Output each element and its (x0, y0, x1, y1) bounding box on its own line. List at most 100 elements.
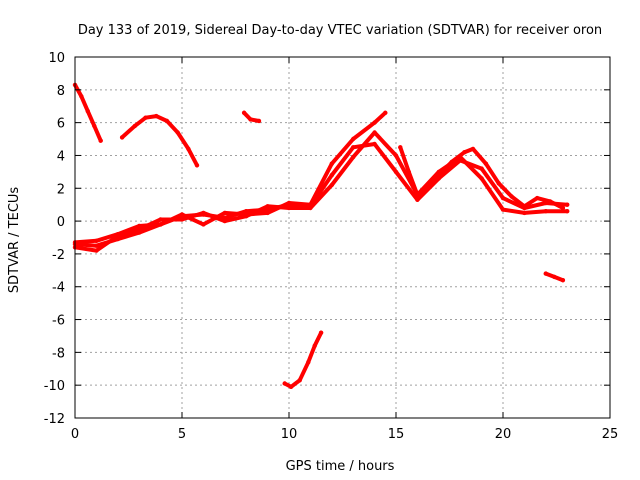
y-tick-label: 10 (48, 51, 65, 66)
data-point (256, 118, 262, 124)
data-point (94, 243, 99, 248)
data-point (158, 222, 163, 227)
data-point (179, 217, 185, 222)
data-point (535, 195, 540, 201)
data-point (79, 94, 84, 99)
y-tick-label: 4 (57, 149, 65, 164)
data-point (154, 113, 159, 119)
data-point (85, 109, 91, 114)
data-point (201, 210, 206, 216)
data-point (244, 209, 249, 214)
data-point (282, 381, 287, 386)
plot-frame (74, 56, 611, 419)
data-point (479, 166, 484, 171)
axis-ticks: 0 5 10 15 20 25 -12 -10 -8 -6 -4 -2 0 2 4 6 8 10 (44, 51, 619, 442)
data-point (265, 204, 270, 209)
data-point (308, 205, 313, 211)
data-point (425, 182, 431, 188)
series-line (73, 130, 570, 253)
y-tick-label: 2 (57, 182, 65, 197)
data-point (393, 153, 399, 158)
data-point (115, 232, 121, 237)
data-point (500, 207, 506, 212)
data-point (94, 238, 99, 243)
data-point (415, 192, 420, 197)
data-point (329, 172, 334, 178)
data-point (288, 384, 294, 389)
data-point (164, 118, 170, 124)
data-point (222, 218, 227, 224)
data-series-layer (72, 82, 570, 389)
data-point (522, 204, 527, 209)
y-tick-label: -6 (52, 314, 65, 329)
data-point (94, 248, 99, 253)
data-point (194, 163, 200, 168)
x-tick-label: 5 (178, 427, 186, 442)
data-point (565, 209, 570, 214)
data-point (329, 182, 334, 188)
y-tick-label: -8 (52, 346, 65, 361)
x-tick-label: 15 (388, 427, 405, 442)
x-tick-label: 0 (71, 427, 79, 442)
data-point (308, 202, 313, 207)
data-point (372, 130, 377, 135)
data-point (393, 169, 399, 175)
data-point (351, 145, 356, 150)
data-point (406, 169, 411, 175)
data-point (201, 222, 206, 227)
data-point (286, 200, 292, 206)
data-point (496, 181, 501, 186)
series-line (73, 110, 388, 245)
data-point (372, 141, 377, 147)
y-tick-label: -2 (52, 248, 65, 263)
data-point (265, 210, 270, 216)
data-point (552, 274, 557, 280)
data-point (186, 146, 191, 152)
data-point (462, 150, 467, 155)
series-arc-03 (241, 110, 262, 124)
data-point (565, 202, 570, 207)
data-point (297, 378, 302, 383)
series-arc-02 (119, 113, 200, 168)
x-tick-label: 25 (602, 427, 619, 442)
data-point (175, 130, 180, 135)
data-point (158, 217, 163, 222)
series-arc-09 (543, 271, 566, 283)
data-point (286, 205, 292, 211)
data-point (500, 195, 506, 201)
y-tick-label: -10 (44, 379, 65, 394)
data-point (318, 330, 324, 335)
data-point (522, 210, 527, 216)
data-point (143, 115, 148, 120)
data-point (98, 138, 103, 143)
x-tick-label: 10 (281, 427, 298, 442)
series-arc-07 (72, 110, 388, 245)
data-point (483, 161, 489, 166)
data-point (509, 194, 514, 199)
data-point (436, 172, 441, 178)
data-point (560, 278, 566, 283)
y-tick-label: 6 (57, 117, 65, 132)
data-point (248, 117, 253, 122)
data-point (351, 136, 356, 142)
series-arc-08 (398, 145, 566, 211)
y-tick-label: -4 (52, 281, 65, 296)
y-axis-label: SDTVAR / TECUs (7, 187, 22, 294)
data-point (543, 209, 548, 214)
data-point (222, 210, 227, 216)
data-point (479, 176, 484, 181)
data-point (329, 161, 334, 166)
data-point (244, 212, 249, 217)
x-axis-label: GPS time / hours (286, 459, 395, 474)
data-point (372, 120, 377, 125)
data-point (137, 223, 142, 229)
data-point (415, 197, 420, 202)
y-tick-label: 0 (57, 215, 65, 230)
data-point (92, 123, 97, 129)
data-point (179, 212, 185, 217)
series-arc-01 (72, 82, 103, 143)
data-point (470, 146, 476, 152)
data-point (383, 110, 388, 116)
series-line (120, 114, 199, 168)
